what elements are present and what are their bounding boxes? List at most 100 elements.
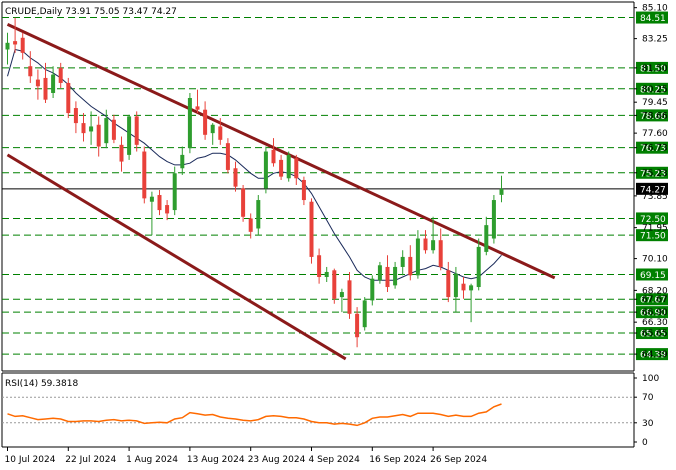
price-tick-label: 66.30 [642, 318, 668, 328]
candle-body [73, 108, 78, 124]
trend-line [6, 153, 347, 361]
price-tick-label: 67.67 [642, 295, 668, 305]
candle-body [385, 266, 390, 288]
candle-body [28, 66, 33, 77]
level-label: 76.73 [640, 144, 666, 154]
rsi-axis: 100 70 30 0 [634, 374, 659, 448]
candle-body [484, 225, 489, 252]
rsi-panel-header: RSI(14) 59.3818 [5, 379, 78, 389]
level-label: 65.65 [640, 330, 666, 340]
level-tag [636, 293, 668, 306]
price-tick-label: 66.90 [642, 308, 668, 318]
candle-body [119, 144, 124, 162]
time-tick-label: 22 Jul 2024 [65, 455, 116, 465]
time-tick-label: 26 Sep 2024 [430, 455, 487, 465]
price-panel[interactable]: 84.51 81.50 80.25 78.66 76.73 75.23 74.27 72.50… [1, 1, 668, 372]
candle-body [165, 205, 170, 214]
rsi-tick-label: 0 [642, 438, 648, 448]
time-tick-label: 1 Aug 2024 [126, 455, 178, 465]
candle-body [438, 240, 443, 267]
time-tick-label: 23 Aug 2024 [248, 455, 306, 465]
price-tick-label: 75.23 [642, 169, 668, 179]
level-label: 81.50 [640, 64, 666, 74]
candle-body [142, 151, 147, 199]
candle-body [241, 188, 246, 217]
candlesticks [5, 17, 504, 348]
level-tag [636, 82, 668, 95]
level-label: 67.67 [640, 296, 666, 306]
candle-body [377, 265, 382, 281]
candle-body [248, 218, 253, 232]
candle-body [400, 256, 405, 267]
candle-body [370, 278, 375, 301]
level-label: 69.15 [640, 271, 666, 281]
candle-body [431, 240, 436, 251]
time-tick-label: 4 Sep 2024 [309, 455, 361, 465]
candle-body [286, 154, 291, 179]
level-tag [636, 327, 668, 340]
candle-body [43, 77, 48, 100]
candle-body [301, 179, 306, 201]
level-label: 64.39 [640, 351, 666, 361]
level-label: 80.25 [640, 85, 666, 95]
candle-body [35, 79, 40, 87]
candle-body [111, 119, 116, 140]
candle-body [5, 42, 10, 50]
candle-body [104, 118, 109, 144]
price-tick-label: 83.25 [642, 35, 668, 45]
rsi-panel[interactable]: 100 70 30 0 RSI(14) 59.3818 [1, 372, 659, 448]
time-tick-label: 16 Sep 2024 [369, 455, 426, 465]
time-tick-label: 10 Jul 2024 [5, 455, 56, 465]
candle-body [58, 67, 63, 83]
candle-body [423, 238, 428, 251]
time-axis: 10 Jul 2024 22 Jul 2024 1 Aug 2024 13 Aug 2… [5, 447, 487, 465]
candle-body [157, 195, 162, 211]
candle-body [149, 196, 154, 202]
level-tag [636, 306, 668, 319]
candle-body [51, 74, 56, 93]
current-price-label: 74.27 [640, 185, 666, 195]
price-tick-label: 64.39 [642, 350, 668, 360]
rsi-tick-label: 70 [642, 393, 654, 403]
price-tick-label: 73.85 [642, 192, 668, 202]
level-label: 75.23 [640, 169, 666, 179]
candle-body [309, 201, 314, 257]
candle-body [339, 292, 344, 298]
candle-body [127, 116, 132, 155]
candle-body [225, 143, 230, 170]
candle-body [362, 300, 367, 328]
trend-channel [6, 23, 556, 361]
level-tag [636, 61, 668, 74]
candle-body [187, 98, 192, 149]
price-tick-label: 80.25 [642, 85, 668, 95]
support-resistance-levels: 84.51 81.50 80.25 78.66 76.73 75.23 74.27 72.50… [2, 11, 668, 361]
trend-line [6, 23, 556, 280]
rsi-series-line [7, 403, 502, 427]
candle-body [347, 280, 352, 314]
candle-body [172, 173, 177, 211]
candle-body [476, 246, 481, 288]
price-tick-label: 68.20 [642, 286, 668, 296]
candle-body [499, 188, 504, 195]
price-panel-header: CRUDE,Daily 73.91 75.05 73.47 74.27 [5, 7, 177, 17]
level-label: 78.66 [640, 112, 666, 122]
candle-body [89, 126, 94, 132]
level-tag [636, 11, 668, 24]
candle-body [13, 41, 18, 45]
candle-body [324, 271, 329, 277]
candle-body [210, 124, 215, 134]
candle-body [134, 116, 139, 145]
level-tag [636, 166, 668, 179]
price-tick-label: 71.95 [642, 224, 668, 234]
level-tag [636, 229, 668, 242]
candle-body [256, 200, 261, 229]
candle-body [332, 270, 337, 299]
price-tick-label: 77.60 [642, 129, 668, 139]
candle-body [233, 168, 238, 187]
candle-body [317, 255, 322, 277]
candle-body [491, 200, 496, 239]
level-label: 72.50 [640, 215, 666, 225]
candle-body [355, 313, 360, 338]
price-tick-label: 70.10 [642, 255, 668, 265]
